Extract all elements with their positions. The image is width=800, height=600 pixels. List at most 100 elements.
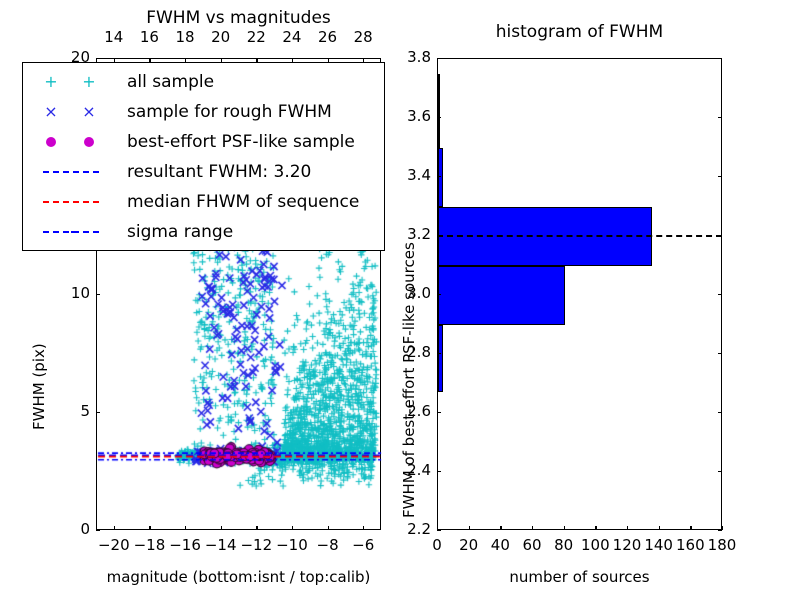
- hist-y-tick-mark: [437, 235, 441, 237]
- legend-label: median FHWM of sequence: [127, 192, 360, 212]
- x-tick-label-top: 18: [175, 28, 195, 46]
- histogram-bar: [438, 73, 440, 148]
- legend-item: best-effort PSF-like sample: [31, 127, 383, 157]
- legend-item: resultant FWHM: 3.20: [31, 157, 383, 187]
- cross-icon: ×: [82, 102, 96, 121]
- histogram-bar: [438, 324, 443, 393]
- legend-label: sigma range: [127, 222, 234, 242]
- x-tick-mark-top: [220, 58, 222, 62]
- plus-icon: +: [44, 72, 58, 91]
- hist-y-tick-mark-right: [718, 530, 722, 532]
- x-tick-label: −18: [133, 536, 166, 554]
- dashed-line-icon: [43, 171, 99, 173]
- x-tick-label-top: 16: [139, 28, 159, 46]
- x-tick-label: −14: [204, 536, 237, 554]
- x-tick-mark-top: [185, 58, 187, 62]
- x-tick-label: −16: [169, 536, 201, 554]
- right-panel-title: histogram of FWHM: [495, 22, 664, 42]
- hist-y-tick-mark-right: [718, 471, 722, 473]
- x-tick-mark: [149, 526, 151, 530]
- hist-x-tick-mark: [658, 526, 660, 530]
- legend-label: sample for rough FWHM: [127, 102, 332, 122]
- x-tick-label: −12: [240, 536, 273, 554]
- hist-y-tick-mark: [437, 176, 441, 178]
- hist-x-tick-mark: [722, 526, 724, 530]
- histogram-axes: [437, 58, 722, 530]
- x-tick-mark-top: [149, 58, 151, 62]
- hist-y-tick-mark: [437, 471, 441, 473]
- x-tick-label: −10: [276, 536, 308, 554]
- hist-y-tick-mark-right: [718, 294, 722, 296]
- hist-y-tick-mark-right: [718, 235, 722, 237]
- hist-y-tick-mark: [437, 412, 441, 414]
- x-tick-label-top: 24: [282, 28, 302, 46]
- x-tick-label-top: 14: [104, 28, 124, 46]
- x-tick-mark-top: [327, 58, 329, 62]
- legend-box: + + all sample × × sample for rough FWHM best-…: [22, 62, 385, 251]
- hist-x-tick-mark: [563, 526, 565, 530]
- y-tick-mark: [96, 530, 100, 532]
- hist-x-tick-label: 20: [459, 536, 479, 554]
- hist-x-tick-mark: [437, 526, 439, 530]
- y-tick-label: 0: [80, 520, 90, 538]
- hist-y-tick-label: 3.4: [407, 166, 431, 184]
- hist-y-tick-label: 3.6: [407, 107, 431, 125]
- hist-x-tick-mark: [690, 526, 692, 530]
- hist-y-tick-mark-right: [718, 412, 722, 414]
- x-tick-mark: [256, 526, 258, 530]
- hist-y-tick-mark-right: [718, 176, 722, 178]
- hist-x-tick-label: 60: [522, 536, 542, 554]
- legend-item: + + all sample: [31, 67, 383, 97]
- y-tick-mark: [96, 294, 100, 296]
- x-tick-label-top: 22: [246, 28, 266, 46]
- hist-y-tick-label: 3.2: [407, 225, 431, 243]
- legend-key: [31, 157, 127, 187]
- right-panel-ylabel: FWHM of best-effort PSF-like sources: [400, 242, 418, 518]
- hist-x-tick-label: 180: [707, 536, 737, 554]
- hist-y-tick-label: 3.0: [407, 284, 431, 302]
- hist-x-tick-label: 0: [432, 536, 442, 554]
- hist-y-tick-mark: [437, 58, 441, 60]
- right-panel-xlabel: number of sources: [509, 568, 650, 586]
- hist-y-tick-label: 2.6: [407, 402, 431, 420]
- dashed-line-icon: [43, 201, 99, 203]
- hist-y-tick-mark: [437, 117, 441, 119]
- hist-x-tick-mark: [627, 526, 629, 530]
- legend-key: [31, 127, 127, 157]
- legend-label: resultant FWHM: 3.20: [127, 162, 312, 182]
- hist-x-tick-label: 40: [490, 536, 510, 554]
- x-tick-mark: [220, 526, 222, 530]
- legend-key: + +: [31, 67, 127, 97]
- hist-y-tick-mark-right: [718, 58, 722, 60]
- histogram-bar: [438, 206, 652, 266]
- x-tick-label: −20: [97, 536, 130, 554]
- circle-icon: [84, 137, 94, 147]
- hist-y-tick-mark: [437, 353, 441, 355]
- legend-key: × ×: [31, 97, 127, 127]
- x-tick-mark: [113, 526, 115, 530]
- x-tick-label-top: 20: [211, 28, 231, 46]
- hist-x-tick-label: 120: [612, 536, 642, 554]
- hist-y-tick-label: 2.4: [407, 461, 431, 479]
- hist-x-tick-mark: [500, 526, 502, 530]
- hist-x-tick-mark: [532, 526, 534, 530]
- plus-icon: +: [82, 72, 96, 91]
- x-tick-label: −6: [352, 536, 375, 554]
- hist-x-tick-mark: [468, 526, 470, 530]
- x-tick-mark: [291, 526, 294, 530]
- hist-y-tick-mark-right: [718, 117, 722, 119]
- legend-item: × × sample for rough FWHM: [31, 97, 383, 127]
- y-tick-mark: [96, 412, 100, 414]
- x-tick-mark-top: [363, 58, 365, 62]
- y-tick-label: 5: [80, 402, 90, 420]
- legend-key: [31, 217, 127, 247]
- legend-label: best-effort PSF-like sample: [127, 132, 355, 152]
- histogram-bar: [438, 265, 565, 325]
- x-tick-mark: [327, 526, 329, 530]
- left-panel-title: FWHM vs magnitudes: [146, 8, 331, 28]
- legend-key: [31, 187, 127, 217]
- x-tick-label-top: 26: [318, 28, 338, 46]
- x-tick-mark: [185, 526, 187, 530]
- legend-item: median FHWM of sequence: [31, 187, 383, 217]
